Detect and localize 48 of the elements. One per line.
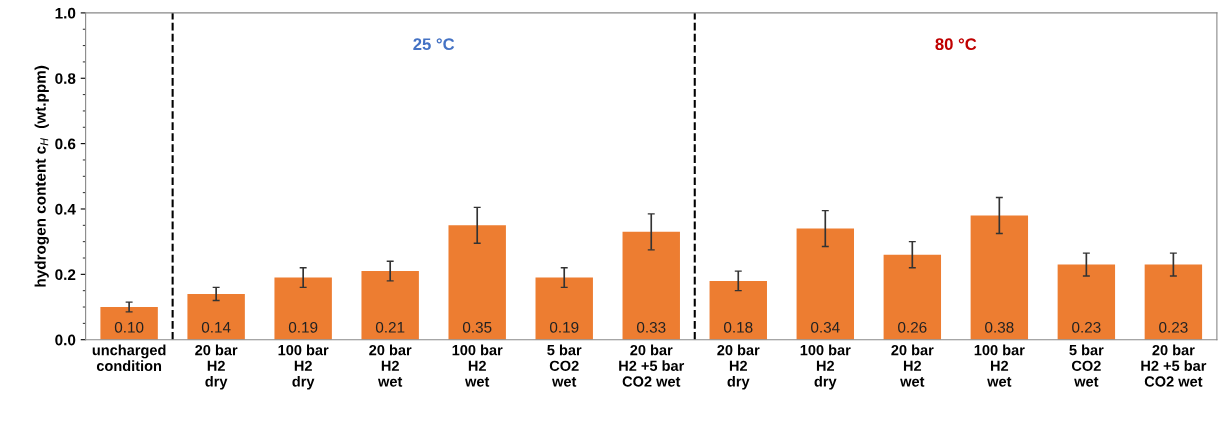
x-tick-label: 20 bar H2 dry: [717, 344, 760, 390]
data-label: 0.26: [898, 321, 927, 333]
x-tick-label: 20 bar H2 wet: [891, 344, 934, 387]
x-tick-label: 100 bar H2 dry: [800, 344, 851, 390]
x-tick-label: 5 bar CO2 wet: [547, 344, 582, 387]
x-tick-label: 5 bar CO2 wet: [1069, 344, 1104, 387]
y-tick-label: 0.0: [55, 334, 76, 346]
bar: [187, 293, 245, 340]
y-tick-label: 0.2: [55, 269, 76, 281]
data-label: 0.18: [724, 321, 753, 333]
data-label: 0.10: [114, 321, 144, 333]
y-axis-title: hydrogen content c$_{H}$ (wt.ppm): [34, 65, 49, 287]
x-tick-label: 100 bar H2 dry: [278, 344, 329, 390]
bar: [100, 307, 158, 340]
bar: [361, 271, 419, 340]
data-label: 0.33: [636, 321, 666, 333]
data-label: 0.23: [1072, 321, 1101, 333]
bar: [1144, 264, 1203, 340]
data-label: 0.19: [288, 321, 318, 333]
annotation: 80 °C: [935, 38, 977, 51]
bar: [970, 215, 1029, 340]
bar: [709, 280, 767, 340]
bar: [622, 231, 680, 340]
data-label: 0.34: [811, 321, 840, 333]
data-label: 0.14: [201, 321, 231, 333]
data-label: 0.38: [985, 321, 1014, 333]
bar: [448, 225, 506, 340]
bar: [1057, 264, 1116, 340]
x-tick-label: 20 bar H2 +5 bar CO2 wet: [619, 344, 685, 387]
x-tick-label: 20 bar H2 wet: [369, 344, 412, 387]
bar: [883, 254, 942, 340]
x-tick-label: uncharged condition: [92, 344, 166, 372]
x-tick-label: 100 bar H2 wet: [974, 344, 1025, 387]
data-label: 0.19: [549, 321, 579, 333]
y-tick-label: 0.8: [55, 73, 76, 84]
x-tick-label: 20 bar H2 dry: [195, 344, 238, 390]
y-tick-label: 0.6: [55, 138, 76, 150]
bar: [796, 228, 855, 340]
x-tick-label: 100 bar H2 wet: [452, 344, 503, 387]
data-label: 0.35: [462, 321, 492, 333]
x-tick-label: 20 bar H2 +5 bar CO2 wet: [1141, 344, 1207, 387]
annotation: 25 °C: [413, 38, 455, 51]
y-tick-label: 1.0: [55, 7, 76, 19]
y-tick-label: 0.4: [55, 203, 76, 215]
data-label: 0.21: [375, 321, 405, 333]
bar: [535, 277, 593, 340]
bar: [274, 277, 332, 340]
data-label: 0.23: [1159, 321, 1188, 333]
